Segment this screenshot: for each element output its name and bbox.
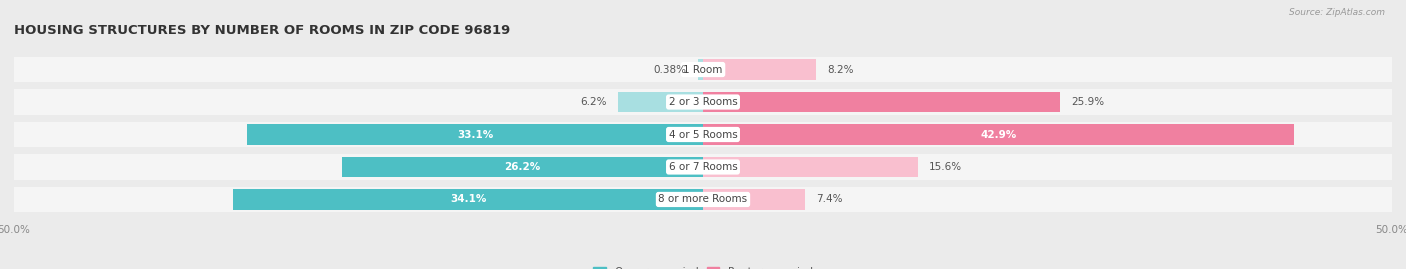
Text: 0.38%: 0.38%	[654, 65, 686, 75]
Text: 8.2%: 8.2%	[827, 65, 853, 75]
Text: 42.9%: 42.9%	[980, 129, 1017, 140]
Bar	[342, 157, 703, 177]
Bar	[14, 187, 1392, 212]
Text: 33.1%: 33.1%	[457, 129, 494, 140]
Legend: Owner-occupied, Renter-occupied: Owner-occupied, Renter-occupied	[589, 263, 817, 269]
Text: 4 or 5 Rooms: 4 or 5 Rooms	[669, 129, 737, 140]
Bar	[14, 122, 1392, 147]
Text: 2 or 3 Rooms: 2 or 3 Rooms	[669, 97, 737, 107]
Text: 34.1%: 34.1%	[450, 194, 486, 204]
Text: 1 Room: 1 Room	[683, 65, 723, 75]
Bar	[14, 89, 1392, 115]
Bar	[703, 59, 815, 80]
Bar	[14, 154, 1392, 180]
Text: Source: ZipAtlas.com: Source: ZipAtlas.com	[1289, 8, 1385, 17]
Text: 7.4%: 7.4%	[815, 194, 842, 204]
Bar	[703, 189, 806, 210]
Text: 26.2%: 26.2%	[505, 162, 541, 172]
Bar	[703, 157, 918, 177]
Text: 25.9%: 25.9%	[1071, 97, 1104, 107]
Bar	[703, 125, 1294, 144]
Bar	[247, 125, 703, 144]
Bar	[14, 57, 1392, 82]
Text: 8 or more Rooms: 8 or more Rooms	[658, 194, 748, 204]
Text: HOUSING STRUCTURES BY NUMBER OF ROOMS IN ZIP CODE 96819: HOUSING STRUCTURES BY NUMBER OF ROOMS IN…	[14, 24, 510, 37]
Bar	[703, 92, 1060, 112]
Bar	[233, 189, 703, 210]
Text: 15.6%: 15.6%	[929, 162, 962, 172]
Text: 6.2%: 6.2%	[581, 97, 606, 107]
Text: 6 or 7 Rooms: 6 or 7 Rooms	[669, 162, 737, 172]
Bar	[697, 59, 703, 80]
Bar	[617, 92, 703, 112]
